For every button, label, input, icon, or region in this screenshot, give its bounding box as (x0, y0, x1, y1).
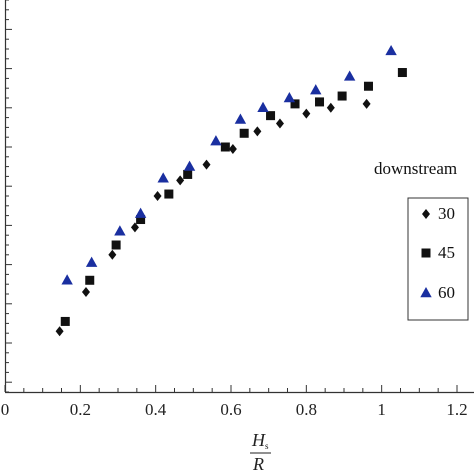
data-point-60 (283, 92, 296, 103)
legend-marker-45 (421, 248, 431, 258)
legend-label-30: 30 (438, 204, 455, 223)
data-point-45 (363, 81, 373, 91)
data-point-45 (183, 169, 193, 179)
legend-label-60: 60 (438, 283, 455, 302)
x-tick-label: 0.8 (296, 400, 317, 419)
data-point-45 (60, 316, 70, 326)
x-tick-label: 0.4 (145, 400, 167, 419)
data-point-30 (253, 126, 262, 137)
data-point-60 (343, 70, 356, 81)
data-point-30 (326, 102, 335, 113)
data-points (55, 44, 407, 337)
legend-marker-60 (420, 287, 432, 298)
x-tick-label: 0.6 (220, 400, 241, 419)
data-point-60 (114, 225, 126, 236)
x-axis-label-numerator: Hs (251, 430, 269, 451)
legend-marker-30 (422, 209, 430, 219)
data-point-30 (362, 98, 371, 109)
y-ticks (5, 0, 12, 393)
data-point-45 (397, 68, 407, 78)
data-point-30 (302, 108, 311, 119)
data-point-60 (257, 101, 269, 112)
data-point-45 (85, 275, 95, 285)
data-point-30 (108, 249, 117, 260)
axes (4, 0, 474, 394)
data-point-30 (202, 159, 211, 170)
x-axis-label-denominator: R (252, 454, 264, 474)
data-point-45 (136, 215, 146, 225)
legend-box (407, 197, 469, 321)
x-ticks (4, 385, 458, 392)
x-axis-label-main: H (251, 430, 266, 450)
annotation-downstream: downstream (374, 159, 457, 178)
data-point-60 (385, 44, 397, 56)
data-point-45 (337, 91, 347, 101)
data-point-30 (81, 287, 90, 298)
data-point-45 (239, 128, 249, 138)
x-tick-label: 1.2 (446, 400, 467, 419)
data-point-60 (61, 274, 73, 285)
data-point-30 (153, 191, 162, 201)
data-point-45 (220, 142, 230, 152)
x-axis-label: Hs R (250, 430, 271, 474)
data-point-45 (266, 111, 276, 121)
data-point-45 (315, 97, 325, 107)
data-point-60 (210, 135, 222, 146)
data-point-45 (290, 99, 300, 109)
data-point-45 (111, 240, 121, 250)
x-tick-labels: 0 0.2 0.4 0.6 0.8 1 1.2 (1, 400, 468, 419)
data-point-30 (275, 118, 284, 129)
x-axis-label-sub: s (265, 441, 269, 451)
x-tick-label: 0 (1, 400, 10, 419)
data-point-60 (85, 256, 98, 267)
data-point-60 (310, 84, 322, 95)
x-tick-label: 1 (377, 400, 386, 419)
data-point-60 (183, 160, 196, 171)
data-point-45 (164, 189, 174, 199)
data-point-30 (176, 175, 185, 186)
legend-label-45: 45 (438, 243, 455, 262)
data-point-30 (228, 143, 237, 154)
data-point-30 (55, 326, 64, 337)
data-point-60 (134, 207, 147, 218)
x-tick-label: 0.2 (70, 400, 91, 419)
legend: 30 45 60 (407, 197, 469, 321)
data-point-30 (130, 222, 139, 233)
data-point-60 (157, 172, 169, 183)
data-point-60 (234, 113, 247, 124)
